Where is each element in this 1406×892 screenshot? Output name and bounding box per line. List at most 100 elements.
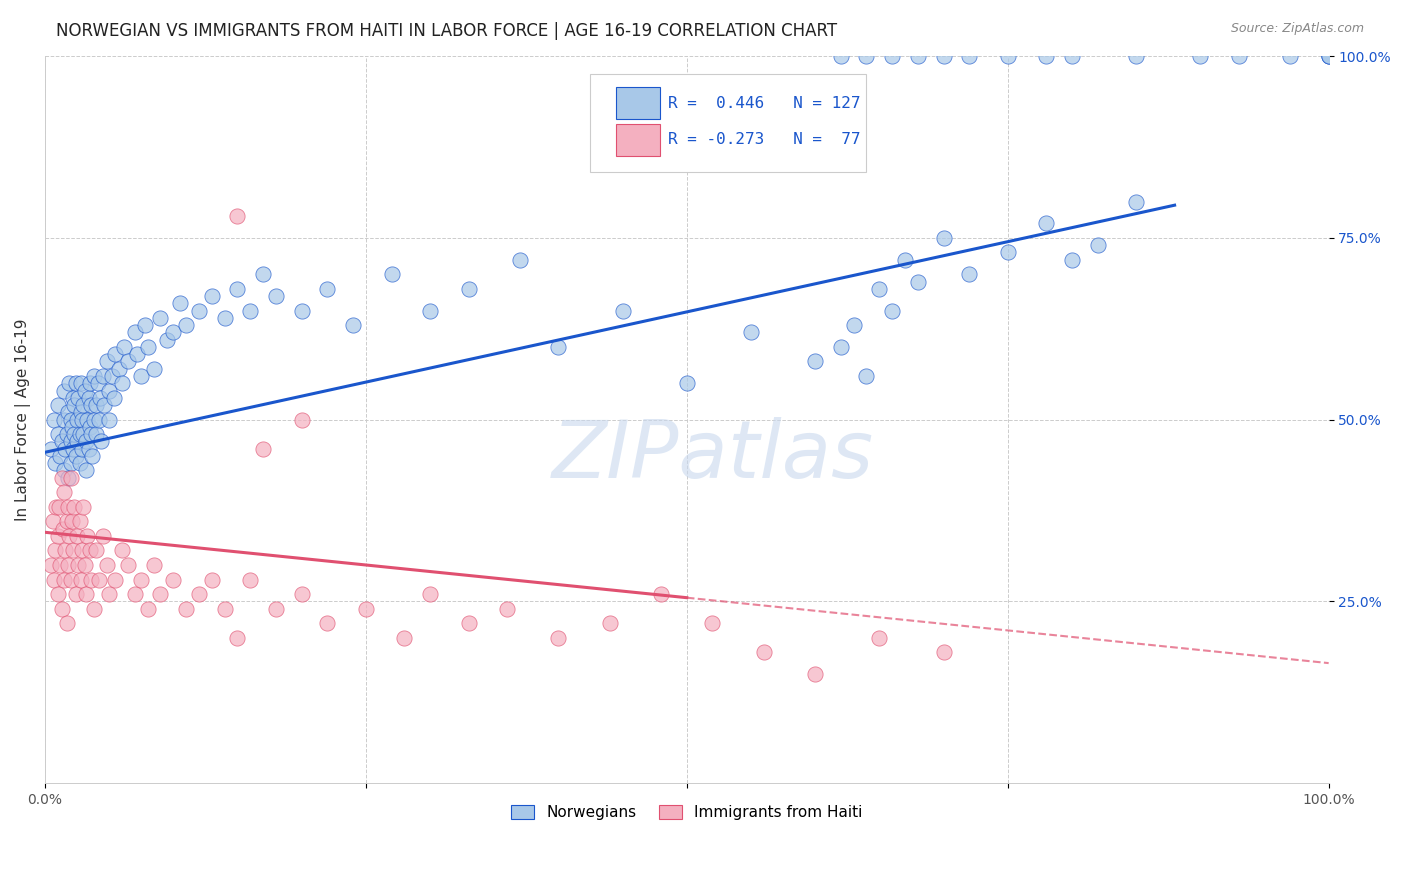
Point — [201, 289, 224, 303]
Point — [143, 361, 166, 376]
Point — [117, 558, 139, 572]
Point — [56, 471, 79, 485]
Point — [76, 412, 98, 426]
Point — [44, 456, 66, 470]
Point — [868, 631, 890, 645]
Point — [907, 275, 929, 289]
Point — [316, 616, 339, 631]
Point — [79, 376, 101, 391]
Legend: Norwegians, Immigrants from Haiti: Norwegians, Immigrants from Haiti — [505, 799, 869, 826]
Point — [104, 347, 127, 361]
Point — [60, 514, 83, 528]
Point — [69, 427, 91, 442]
Point — [124, 587, 146, 601]
Point — [65, 449, 87, 463]
Point — [59, 434, 82, 449]
Point — [136, 340, 159, 354]
Point — [547, 631, 569, 645]
Point — [509, 252, 531, 267]
Point — [855, 49, 877, 63]
Point — [129, 573, 152, 587]
Point — [58, 376, 80, 391]
Point — [87, 573, 110, 587]
Point — [75, 434, 97, 449]
Point — [547, 340, 569, 354]
Point — [69, 376, 91, 391]
Point — [1125, 194, 1147, 209]
Point — [136, 601, 159, 615]
Point — [42, 412, 65, 426]
Point — [72, 427, 94, 442]
Point — [86, 376, 108, 391]
Point — [79, 420, 101, 434]
Point — [73, 558, 96, 572]
Point — [957, 49, 980, 63]
Point — [98, 587, 121, 601]
Point — [49, 449, 72, 463]
Point — [51, 601, 73, 615]
Point — [882, 303, 904, 318]
Point — [76, 529, 98, 543]
Point — [51, 471, 73, 485]
Point — [53, 573, 76, 587]
Point — [72, 500, 94, 514]
FancyBboxPatch shape — [616, 87, 659, 120]
Point — [104, 573, 127, 587]
Point — [53, 485, 76, 500]
Point — [45, 500, 67, 514]
Point — [997, 49, 1019, 63]
Point — [39, 558, 62, 572]
Point — [174, 601, 197, 615]
Point — [252, 267, 274, 281]
Point — [63, 500, 86, 514]
Point — [67, 558, 90, 572]
Point — [149, 310, 172, 325]
Point — [83, 369, 105, 384]
Point — [1060, 252, 1083, 267]
Point — [66, 412, 89, 426]
Point — [96, 354, 118, 368]
Point — [55, 427, 77, 442]
Point — [65, 587, 87, 601]
Point — [98, 384, 121, 398]
Point — [60, 420, 83, 434]
Point — [80, 398, 103, 412]
Point — [187, 303, 209, 318]
Point — [111, 376, 134, 391]
Point — [226, 209, 249, 223]
Point — [675, 376, 697, 391]
Point — [84, 427, 107, 442]
Text: Source: ZipAtlas.com: Source: ZipAtlas.com — [1230, 22, 1364, 36]
Text: ZIP​atlas: ZIP​atlas — [551, 417, 873, 495]
Point — [1035, 216, 1057, 230]
FancyBboxPatch shape — [591, 74, 866, 172]
Point — [134, 318, 156, 332]
Text: R =  0.446   N = 127: R = 0.446 N = 127 — [668, 96, 860, 111]
Point — [82, 449, 104, 463]
Point — [650, 587, 672, 601]
Point — [1125, 49, 1147, 63]
Point — [114, 340, 136, 354]
Point — [42, 573, 65, 587]
Point — [1317, 49, 1340, 63]
Point — [72, 398, 94, 412]
Point — [63, 398, 86, 412]
Point — [457, 616, 479, 631]
Point — [264, 601, 287, 615]
Point — [291, 587, 314, 601]
Point — [46, 587, 69, 601]
Point — [53, 384, 76, 398]
Point — [56, 500, 79, 514]
Point — [80, 427, 103, 442]
Point — [612, 303, 634, 318]
Point — [90, 434, 112, 449]
Point — [93, 398, 115, 412]
Point — [63, 427, 86, 442]
Point — [702, 616, 724, 631]
Point — [1317, 49, 1340, 63]
Point — [67, 391, 90, 405]
Point — [65, 376, 87, 391]
Point — [1035, 49, 1057, 63]
Point — [69, 514, 91, 528]
Point — [83, 412, 105, 426]
